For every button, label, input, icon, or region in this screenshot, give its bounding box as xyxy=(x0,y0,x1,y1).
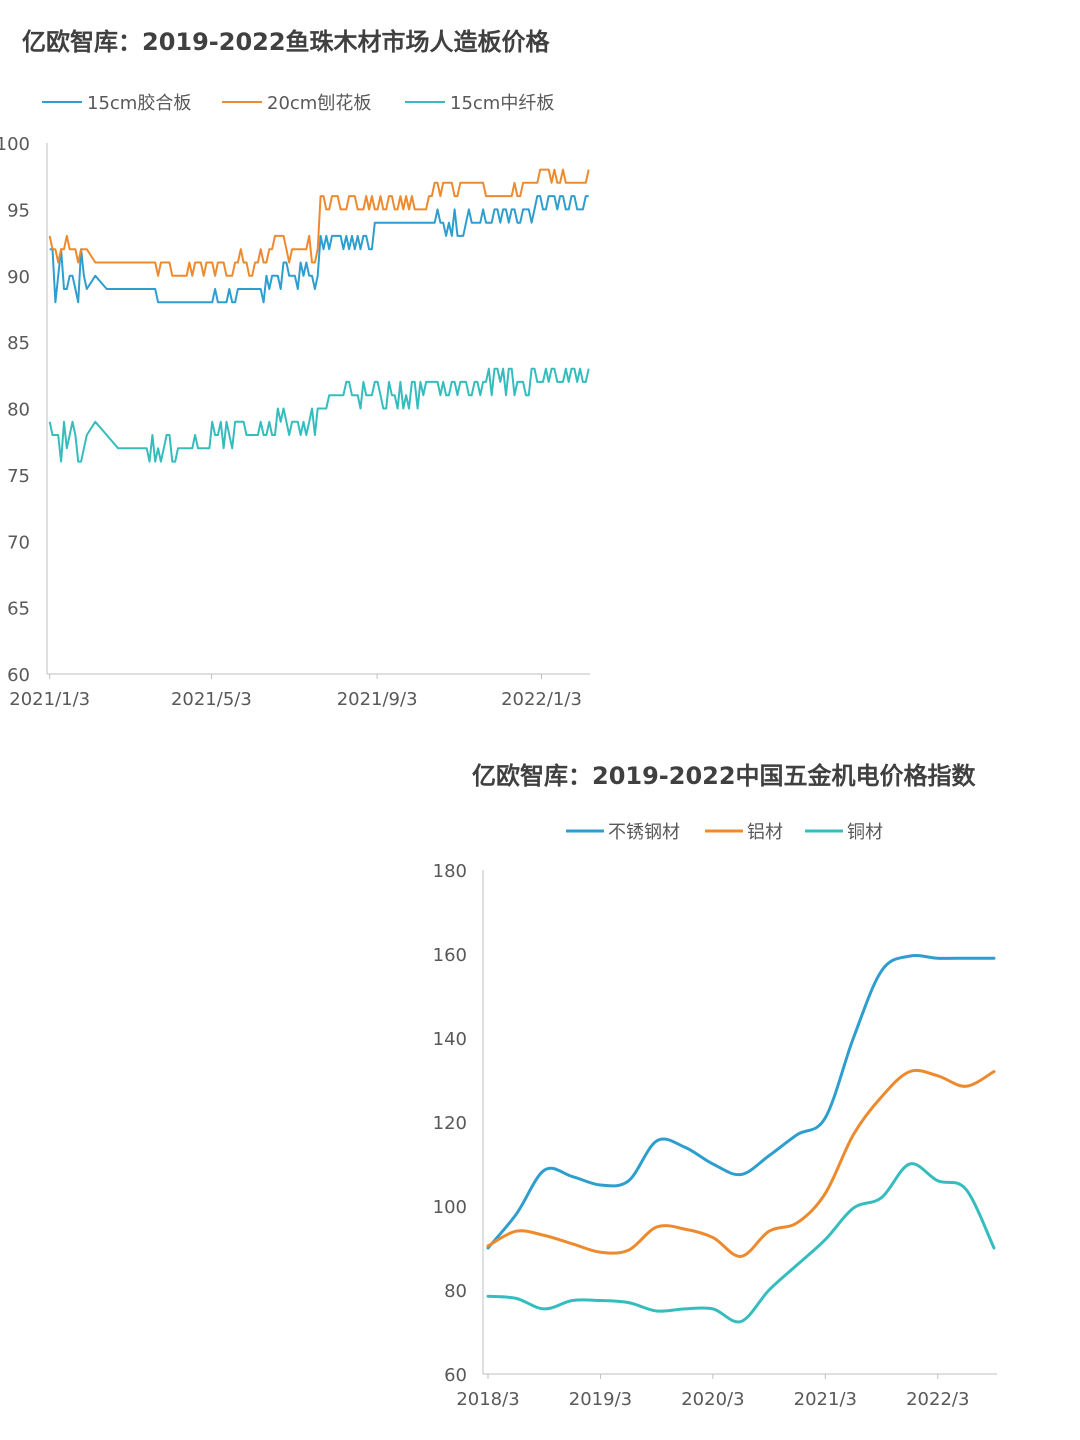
y-tick-label: 80 xyxy=(444,1281,467,1302)
y-tick-label: 65 xyxy=(7,599,30,620)
x-tick-label: 2022/3 xyxy=(906,1389,969,1410)
y-tick-label: 100 xyxy=(0,134,30,155)
y-tick-label: 85 xyxy=(7,333,30,354)
legend-label: 15cm胶合板 xyxy=(87,93,191,114)
x-tick-label: 2021/1/3 xyxy=(9,689,90,710)
y-tick-label: 180 xyxy=(433,861,467,882)
series-line xyxy=(48,367,590,463)
x-tick-label: 2018/3 xyxy=(456,1389,519,1410)
series-line xyxy=(486,1162,996,1324)
y-tick-label: 95 xyxy=(7,200,30,221)
legend-label: 15cm中纤板 xyxy=(450,93,554,114)
x-tick-label: 2021/3 xyxy=(794,1389,857,1410)
series-line xyxy=(486,954,996,1250)
legend-label: 铜材 xyxy=(847,822,883,843)
series-line xyxy=(49,195,589,304)
y-tick-label: 140 xyxy=(433,1029,467,1050)
series-line xyxy=(48,168,590,277)
x-tick-label: 2022/1/3 xyxy=(501,689,582,710)
y-tick-label: 80 xyxy=(7,400,30,421)
x-tick-label: 2019/3 xyxy=(569,1389,632,1410)
legend-label: 铝材 xyxy=(747,822,783,843)
series-line xyxy=(486,1068,996,1258)
x-tick-label: 2021/9/3 xyxy=(337,689,418,710)
chart-2-title: 亿欧智库：2019-2022中国五金机电价格指数 xyxy=(472,762,976,790)
x-tick-label: 2021/5/3 xyxy=(171,689,252,710)
y-tick-label: 120 xyxy=(433,1113,467,1134)
y-tick-label: 160 xyxy=(433,945,467,966)
y-tick-label: 60 xyxy=(444,1365,467,1386)
y-tick-label: 100 xyxy=(433,1197,467,1218)
y-tick-label: 70 xyxy=(7,532,30,553)
chart-1-title: 亿欧智库：2019-2022鱼珠木材市场人造板价格 xyxy=(22,28,550,56)
plank-price-chart: 15cm胶合板 20cm刨花板 15cm中纤板 60 65 70 75 80 85 90 95 100… xyxy=(0,93,590,710)
legend-label: 不锈钢材 xyxy=(608,822,680,843)
x-tick-label: 2020/3 xyxy=(681,1389,744,1410)
legend-label: 20cm刨花板 xyxy=(267,93,371,114)
y-tick-label: 75 xyxy=(7,466,30,487)
y-tick-label: 90 xyxy=(7,267,30,288)
y-tick-label: 60 xyxy=(7,665,30,686)
